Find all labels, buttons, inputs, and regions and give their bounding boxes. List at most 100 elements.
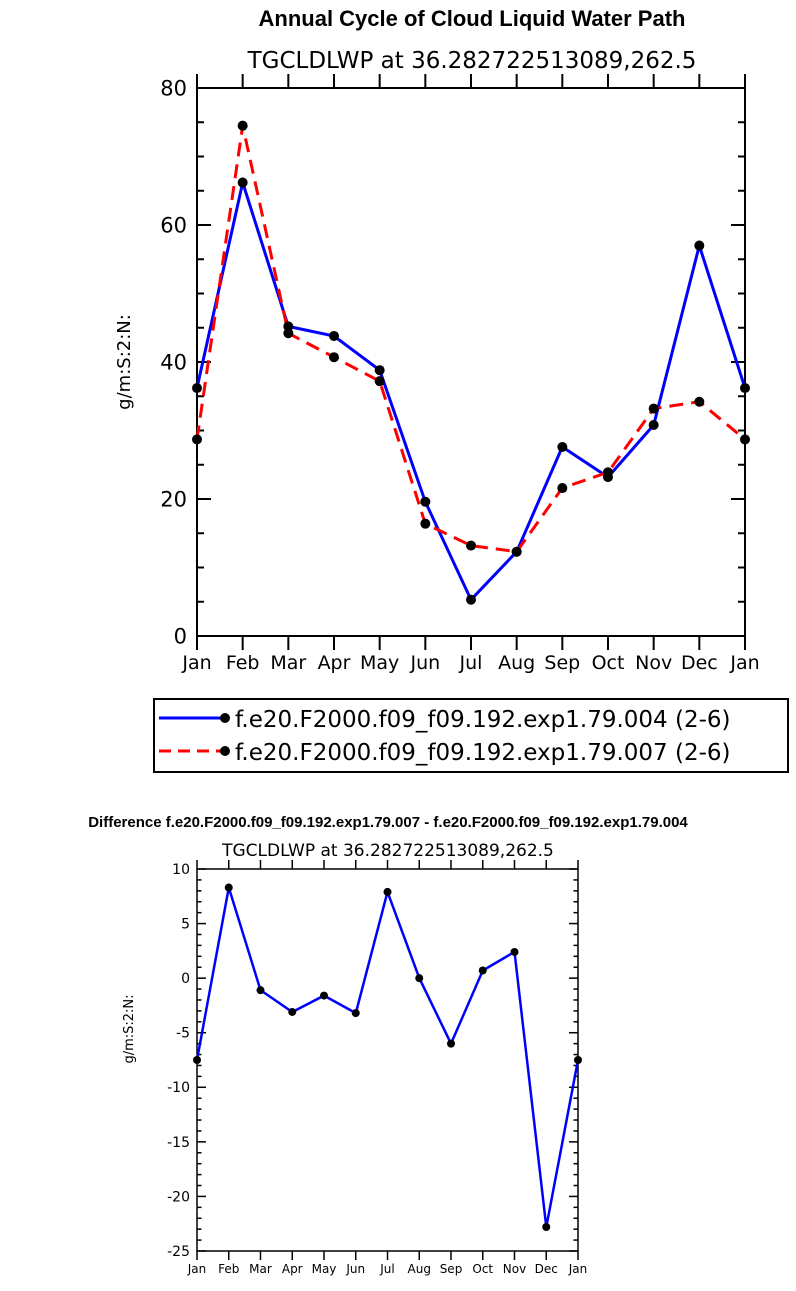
x-tick-label: Oct	[472, 1262, 493, 1276]
data-point	[740, 434, 750, 445]
legend-marker-series-2	[220, 746, 230, 756]
x-tick-label: Jan	[187, 1262, 207, 1276]
legend-label-series-2: f.e20.F2000.f09_f09.192.exp1.79.007 (2-6…	[235, 740, 731, 766]
x-tick-label: Jul	[459, 652, 483, 674]
data-point	[420, 518, 431, 529]
annual-cycle-chart: Annual Cycle of Cloud Liquid Water Path …	[114, 6, 760, 674]
x-tick-label: Sep	[440, 1262, 463, 1276]
y-tick-label: -10	[167, 1080, 190, 1096]
data-point	[603, 467, 613, 478]
data-point	[542, 1222, 551, 1231]
x-tick-label: Nov	[635, 652, 672, 674]
data-point	[283, 321, 294, 332]
series-line-1	[195, 887, 580, 1228]
x-tick-label: Jan	[181, 652, 211, 674]
y-tick-label: -15	[167, 1135, 190, 1151]
x-tick-label: Dec	[535, 1262, 558, 1276]
data-point	[383, 887, 392, 896]
y-tick-label: 10	[172, 862, 190, 878]
data-point	[193, 1056, 201, 1064]
data-point	[351, 1009, 360, 1018]
x-tick-label: Apr	[282, 1262, 303, 1276]
y-tick-label: -20	[167, 1189, 190, 1205]
chart-title: Annual Cycle of Cloud Liquid Water Path	[259, 6, 686, 31]
data-point	[288, 1007, 297, 1016]
x-tick-label: Jan	[568, 1262, 588, 1276]
data-point	[648, 420, 659, 431]
data-point	[237, 177, 248, 188]
x-tick-label: Sep	[544, 652, 580, 674]
data-point	[192, 434, 202, 445]
y-axis-label: g/m:S:2:N:	[122, 994, 137, 1063]
chart-subtitle: TGCLDLWP at 36.282722513089,262.5	[247, 48, 697, 74]
series-group	[192, 120, 750, 605]
y-tick-label: 5	[181, 916, 190, 932]
data-point	[557, 483, 568, 494]
data-point	[694, 396, 705, 407]
data-point	[478, 966, 487, 975]
x-tick-label: Jun	[409, 652, 440, 674]
x-tick-label: May	[360, 652, 399, 674]
data-point	[329, 352, 339, 363]
data-point	[256, 986, 265, 995]
y-tick-label: 0	[174, 624, 187, 648]
data-point	[237, 120, 248, 131]
data-point	[420, 496, 431, 507]
series-line-2	[195, 125, 746, 554]
data-point	[740, 383, 750, 394]
data-point	[374, 365, 385, 376]
x-tick-label: Oct	[592, 652, 625, 674]
y-tick-label: 0	[181, 971, 190, 987]
data-point	[694, 240, 705, 251]
data-point	[574, 1056, 582, 1064]
axes-frame: -25 -20 -15 -10 -5 0 5 10 Jan Feb Mar Apr May Jun Jul A…	[167, 860, 587, 1276]
legend-marker-series-1	[220, 713, 230, 723]
series-group	[193, 883, 582, 1231]
y-tick-label: 60	[160, 213, 187, 237]
x-tick-label: Nov	[503, 1262, 526, 1276]
chart-subtitle: TGCLDLWP at 36.282722513089,262.5	[221, 841, 554, 861]
data-point	[320, 991, 328, 1000]
difference-chart: Difference f.e20.F2000.f09_f09.192.exp1.…	[88, 814, 688, 1276]
y-axis-label: g/m:S:2:N:	[114, 314, 135, 410]
x-tick-label: Feb	[226, 652, 260, 674]
x-tick-label: Aug	[408, 1262, 431, 1276]
data-point	[415, 974, 424, 983]
y-tick-label: -25	[167, 1244, 190, 1260]
x-tick-label: May	[312, 1262, 337, 1276]
y-tick-label: 20	[160, 487, 187, 511]
data-point	[466, 594, 476, 605]
data-point	[511, 546, 522, 557]
legend: f.e20.F2000.f09_f09.192.exp1.79.004 (2-6…	[153, 698, 789, 773]
data-point	[329, 330, 339, 341]
plot-frame	[196, 868, 579, 1252]
x-tick-label: Mar	[270, 652, 306, 674]
x-tick-label: Jan	[729, 652, 759, 674]
data-point	[510, 947, 519, 956]
data-point	[557, 441, 568, 452]
x-tick-label: Dec	[681, 652, 718, 674]
x-tick-label: Mar	[249, 1262, 272, 1276]
axes-frame: 0 20 40 60 80 Jan Feb Mar Apr May Jun Jul Aug Sep Oct N…	[160, 74, 760, 674]
data-point	[447, 1039, 455, 1048]
series-line-1	[195, 176, 747, 603]
x-tick-label: Feb	[218, 1262, 239, 1276]
y-tick-label: -5	[176, 1026, 190, 1042]
data-point	[192, 383, 202, 394]
data-point	[466, 540, 476, 551]
y-tick-label: 40	[160, 350, 187, 374]
x-tick-label: Jul	[379, 1262, 394, 1276]
data-point	[224, 883, 233, 892]
legend-box	[153, 698, 789, 773]
x-tick-label: Apr	[318, 652, 351, 674]
data-point	[374, 376, 385, 387]
x-tick-label: Jun	[345, 1262, 365, 1276]
data-point	[648, 403, 659, 414]
data-point	[283, 328, 294, 339]
chart-title: Difference f.e20.F2000.f09_f09.192.exp1.…	[88, 814, 688, 831]
y-tick-label: 80	[160, 76, 187, 100]
legend-label-series-1: f.e20.F2000.f09_f09.192.exp1.79.004 (2-6…	[235, 707, 731, 733]
plot-frame	[196, 87, 746, 637]
x-tick-label: Aug	[498, 652, 535, 674]
